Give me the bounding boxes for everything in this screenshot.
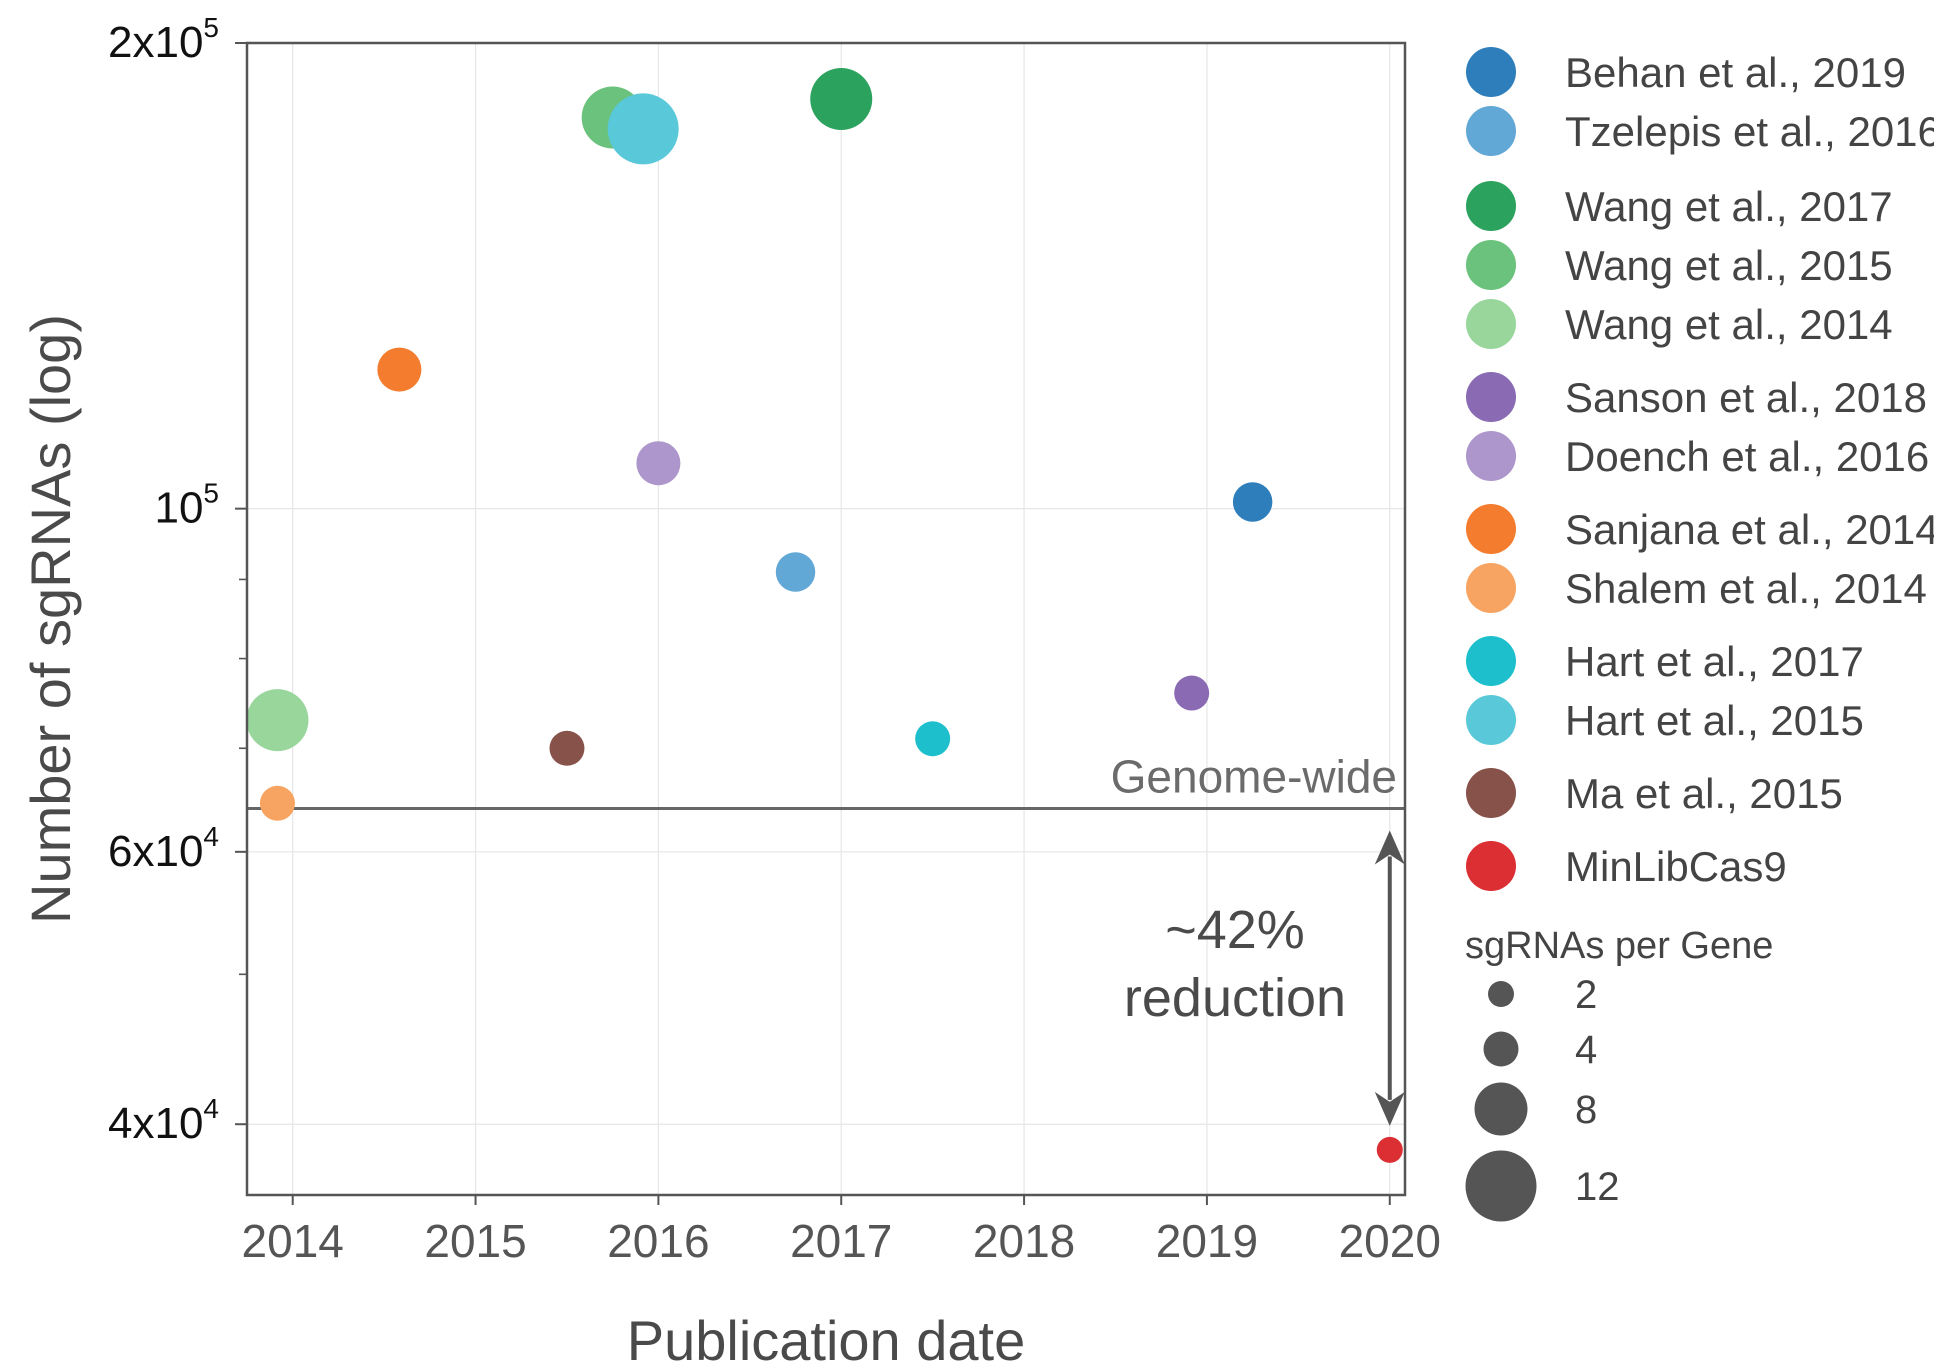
legend-swatch bbox=[1466, 504, 1516, 554]
size-legend-label: 8 bbox=[1575, 1088, 1597, 1132]
legend-swatch bbox=[1466, 299, 1516, 349]
data-point-hart-et-al-2017 bbox=[915, 721, 951, 757]
data-point-behan-et-al-2019 bbox=[1232, 482, 1273, 522]
x-tick-label: 2016 bbox=[607, 1215, 709, 1267]
data-point-sanson-et-al-2018 bbox=[1174, 675, 1210, 711]
legend-label: Sanjana et al., 2014 bbox=[1565, 506, 1934, 553]
data-point-wang-et-al-2017 bbox=[810, 68, 873, 131]
x-tick-label: 2018 bbox=[973, 1215, 1075, 1267]
legend-swatch bbox=[1466, 695, 1516, 745]
y-tick-label: 105 bbox=[154, 478, 219, 533]
legend-swatch bbox=[1466, 768, 1516, 818]
data-point-ma-et-al-2015 bbox=[549, 730, 585, 766]
size-legend-label: 4 bbox=[1575, 1028, 1597, 1072]
legend-label: MinLibCas9 bbox=[1565, 843, 1787, 890]
x-tick-label: 2020 bbox=[1339, 1215, 1441, 1267]
legend-swatch bbox=[1466, 240, 1516, 290]
data-point-wang-et-al-2014 bbox=[246, 689, 309, 752]
legend-swatch bbox=[1466, 636, 1516, 686]
legend-swatch bbox=[1466, 372, 1516, 422]
axes-layer: 2014 2015 2016 2017 2018 2019 20202x1051056x10… bbox=[19, 12, 1441, 1368]
data-point-tzelepis-et-al-2016 bbox=[775, 552, 816, 592]
points-layer bbox=[246, 68, 1403, 1163]
y-tick-exponent: 5 bbox=[203, 12, 219, 43]
y-tick-base: 10 bbox=[154, 484, 203, 533]
y-tick-exponent: 5 bbox=[203, 478, 219, 509]
x-tick-label: 2015 bbox=[424, 1215, 526, 1267]
y-tick-label: 4x104 bbox=[108, 1093, 219, 1148]
legend-label: Tzelepis et al., 2016 bbox=[1565, 108, 1934, 155]
size-legend-label: 12 bbox=[1575, 1165, 1620, 1209]
data-point-sanjana-et-al-2014 bbox=[377, 347, 422, 392]
legend-layer: Behan et al., 2019 Tzelepis et al., 2016 W… bbox=[1465, 47, 1934, 1222]
legend-label: Shalem et al., 2014 bbox=[1565, 565, 1927, 612]
data-point-doench-et-al-2016 bbox=[636, 441, 681, 486]
y-tick-exponent: 4 bbox=[203, 1093, 219, 1124]
legend-label: Ma et al., 2015 bbox=[1565, 770, 1843, 817]
legend-label: Wang et al., 2017 bbox=[1565, 183, 1893, 230]
size-legend-swatch bbox=[1474, 1082, 1528, 1136]
legend-swatch bbox=[1466, 563, 1516, 613]
legend-label: Hart et al., 2015 bbox=[1565, 697, 1864, 744]
y-tick-label: 6x104 bbox=[108, 821, 219, 876]
y-tick-base: 2x10 bbox=[108, 18, 203, 67]
arrow-down-head-icon bbox=[1374, 1091, 1405, 1126]
y-tick-base: 4x10 bbox=[108, 1099, 203, 1148]
legend-label: Wang et al., 2015 bbox=[1565, 242, 1893, 289]
data-point-shalem-et-al-2014 bbox=[259, 785, 295, 821]
size-legend-swatch bbox=[1488, 981, 1514, 1007]
legend-label: Wang et al., 2014 bbox=[1565, 301, 1893, 348]
y-tick-label: 2x105 bbox=[108, 12, 219, 67]
legend-label: Behan et al., 2019 bbox=[1565, 49, 1906, 96]
legend-label: Hart et al., 2017 bbox=[1565, 638, 1864, 685]
data-point-minlibcas9 bbox=[1376, 1136, 1403, 1163]
legend-swatch bbox=[1466, 841, 1516, 891]
reference-layer: Genome-wide ~42% reduction bbox=[247, 750, 1405, 1126]
legend-swatch bbox=[1466, 181, 1516, 231]
data-point-hart-et-al-2015 bbox=[607, 93, 679, 165]
reduction-annotation-line: ~42% bbox=[1165, 900, 1305, 960]
size-legend-title: sgRNAs per Gene bbox=[1465, 925, 1773, 967]
legend-label: Doench et al., 2016 bbox=[1565, 433, 1929, 480]
legend-label: Sanson et al., 2018 bbox=[1565, 374, 1927, 421]
legend-swatch bbox=[1466, 431, 1516, 481]
size-legend-swatch bbox=[1465, 1150, 1537, 1222]
size-legend-swatch bbox=[1483, 1031, 1519, 1067]
legend-swatch bbox=[1466, 106, 1516, 156]
reduction-annotation-line: reduction bbox=[1124, 968, 1346, 1028]
x-axis-title: Publication date bbox=[627, 1309, 1026, 1368]
y-axis-title: Number of sgRNAs (log) bbox=[19, 314, 82, 924]
plot-frame bbox=[245, 41, 1407, 1197]
legend-swatch bbox=[1466, 47, 1516, 97]
x-tick-label: 2019 bbox=[1156, 1215, 1258, 1267]
genome-wide-label: Genome-wide bbox=[1111, 750, 1397, 802]
arrow-up-head-icon bbox=[1374, 830, 1405, 865]
y-tick-exponent: 4 bbox=[203, 821, 219, 852]
grid-layer bbox=[247, 42, 1405, 1195]
x-tick-label: 2017 bbox=[790, 1215, 892, 1267]
y-tick-base: 6x10 bbox=[108, 827, 203, 876]
size-legend-label: 2 bbox=[1575, 973, 1597, 1017]
x-tick-label: 2014 bbox=[242, 1215, 344, 1267]
